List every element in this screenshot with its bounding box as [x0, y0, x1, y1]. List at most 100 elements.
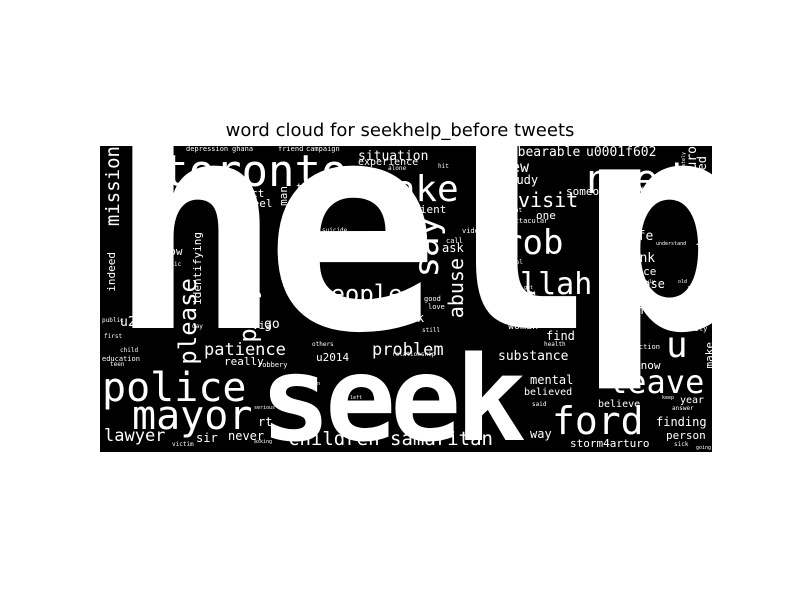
word-addiction: addiction — [622, 343, 660, 351]
word-make: make — [703, 342, 712, 369]
word-may: may — [688, 285, 698, 291]
word-spectacular: spectacular — [502, 217, 549, 225]
word-need: need — [586, 157, 683, 203]
word-ask: ask — [442, 241, 464, 255]
word-someone: someone — [566, 185, 613, 198]
word-people: people — [316, 280, 403, 308]
word-alone: alone — [388, 165, 407, 172]
word-giri: giri — [392, 221, 409, 229]
word-storm4arturo: storm4arturo — [570, 437, 650, 450]
word-go: go — [264, 317, 280, 332]
word-new: new — [502, 158, 530, 176]
word-pakistan: pakistan — [296, 381, 321, 387]
word-break: break — [388, 311, 425, 325]
word-samaritan: samaritan — [390, 428, 493, 450]
word-think: think — [616, 251, 656, 266]
word-identifying: identifying — [191, 232, 204, 305]
word-psycnic: psycnic — [156, 261, 182, 268]
word-call: call — [446, 237, 463, 245]
word-woman: woman — [508, 321, 539, 332]
word-u2019: u2019 — [176, 181, 210, 194]
word-abuse: abuse — [444, 258, 468, 319]
word-robbery: robbery — [258, 361, 288, 369]
word-always: always — [696, 313, 712, 319]
word-case: case — [636, 277, 665, 291]
word-left: left — [350, 395, 363, 401]
word-situation: situation — [358, 149, 429, 164]
word-campaign: campaign — [306, 146, 340, 153]
word-love: love — [428, 303, 445, 311]
word-u: u — [666, 325, 688, 366]
word-experience: experience — [358, 157, 419, 168]
word-might: might — [504, 207, 523, 214]
word-want: want — [622, 303, 651, 317]
word-first: first — [104, 333, 123, 340]
word-toronto: toronto — [162, 146, 348, 197]
word-underprivileged: underprivileged — [695, 156, 709, 265]
word-finding: finding — [656, 415, 707, 429]
word-show: show — [156, 245, 183, 258]
word-leave: leave — [608, 363, 705, 401]
word-one: one — [536, 209, 556, 222]
word-problem: problem — [372, 340, 444, 360]
word-police: police — [102, 365, 247, 411]
word-sick: sick — [674, 441, 689, 448]
word-mission: mission — [102, 146, 124, 227]
word-suspect: suspect — [218, 187, 265, 200]
word-believed: believed — [524, 387, 573, 398]
word-unbearable: unbearable — [502, 146, 581, 160]
word-issue: issue — [336, 181, 370, 194]
word-seek: seek — [260, 330, 526, 452]
word-year: year — [680, 395, 705, 406]
word-ford: ford — [552, 399, 644, 443]
word-going: going — [696, 445, 712, 451]
word-rt: rt — [258, 415, 273, 429]
word-children: children — [288, 428, 380, 450]
word-mayor: mayor — [132, 393, 253, 439]
word-help: help — [108, 146, 712, 397]
word-locating: locating — [324, 303, 358, 311]
word-allah: allah — [502, 267, 593, 302]
word-u0001f602: u0001f602 — [586, 146, 657, 160]
word-answer: answer — [672, 405, 694, 412]
word-via: via — [252, 319, 272, 332]
word-old: old — [678, 279, 688, 285]
word-take: take — [372, 169, 459, 210]
word-find: find — [546, 329, 575, 343]
word-best: best — [296, 197, 309, 203]
word-thing: thing — [610, 351, 629, 358]
word-keep: keep — [662, 395, 675, 401]
word-hit: hit — [438, 163, 449, 170]
word-u2014: u2014 — [316, 351, 350, 364]
word-video: video — [462, 227, 484, 235]
word-stop: stop — [322, 239, 349, 252]
word-suicide: suicide — [322, 227, 348, 234]
word-visit: visit — [518, 188, 579, 212]
word-still: still — [422, 327, 441, 334]
word-family: family — [682, 325, 708, 333]
word-way: way — [530, 427, 552, 441]
word-immediately: immediately — [681, 152, 687, 186]
word-teen: teen — [110, 361, 125, 368]
word-day: day — [192, 323, 203, 330]
word-ghana: ghana — [232, 146, 254, 153]
word-o: o — [150, 311, 157, 324]
word-lol: lol — [512, 259, 523, 266]
word-tell: tell — [524, 291, 537, 297]
word-asking: asking — [254, 439, 273, 445]
word-child: child — [120, 347, 139, 354]
word-study: study — [502, 173, 539, 187]
word-mental: mental — [530, 373, 574, 387]
word-time: time — [296, 181, 323, 194]
word-man: man — [277, 186, 290, 206]
word-substance: substance — [498, 349, 569, 364]
word-understand: understand — [656, 241, 687, 247]
word-see: see — [696, 273, 706, 279]
word-believe: believe — [598, 399, 641, 410]
word-really: really — [224, 355, 264, 368]
word-today: today — [372, 197, 391, 204]
word-say: say — [407, 216, 447, 278]
word-others: others — [312, 341, 334, 348]
word-alcohol: alcohol — [467, 366, 481, 417]
word-cloud: help seek toronto take need police mayor… — [100, 146, 712, 452]
